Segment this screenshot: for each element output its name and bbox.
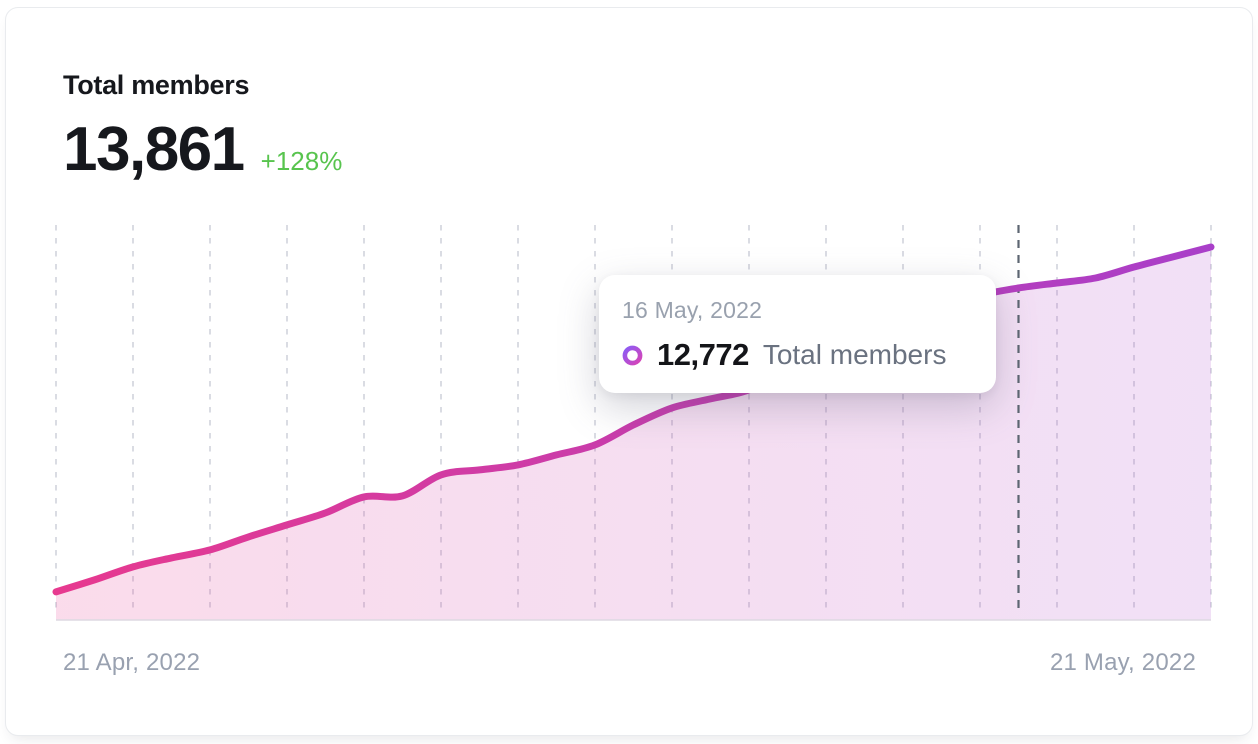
chart-tooltip: 16 May, 2022 12,772 Total members [599,275,996,393]
growth-badge: +128% [260,146,343,176]
x-axis-end-label: 21 May, 2022 [1049,649,1196,676]
total-members-value: 13,861 [63,115,245,184]
card-header: Total members 13,861 +128% [63,70,342,181]
tooltip-value: 12,772 [657,337,749,372]
legend-ring-icon [622,345,643,365]
tooltip-row: 12,772 Total members [622,337,972,373]
tooltip-series-label: Total members [762,339,947,370]
x-axis-start-label: 21 Apr, 2022 [63,649,201,676]
tooltip-date: 16 May, 2022 [622,297,763,323]
metric-row: 13,861 +128% [63,119,342,181]
card-title: Total members [63,70,250,100]
